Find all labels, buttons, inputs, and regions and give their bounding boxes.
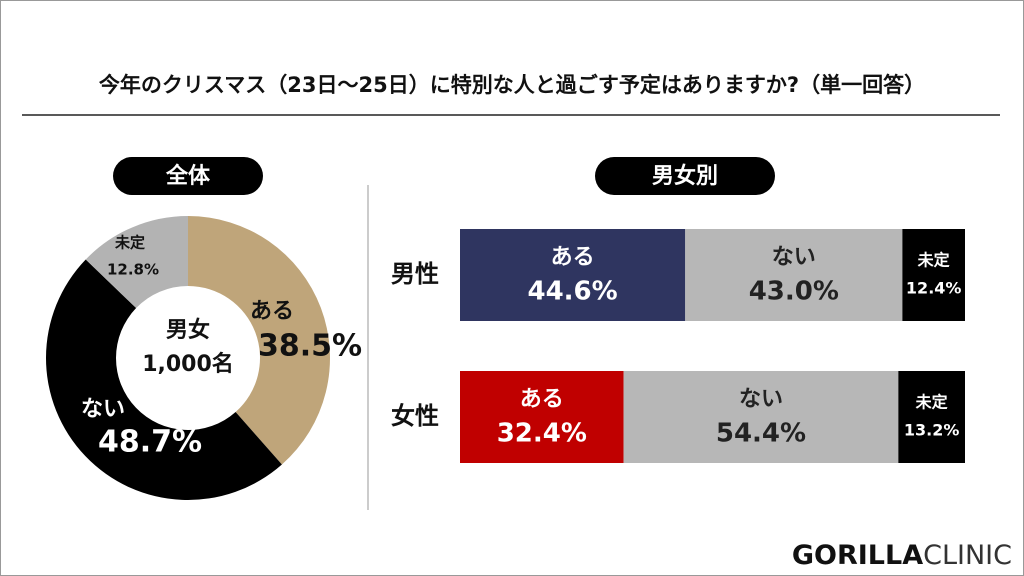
donut-slice [45, 259, 282, 501]
bar-segment [898, 371, 965, 463]
bar-segment [685, 229, 903, 321]
segment-name: ある [551, 245, 595, 270]
segment-value: 44.6% [528, 277, 618, 307]
chart-title: 男女別 [652, 163, 718, 189]
slice-label: ない [81, 397, 125, 422]
segment-name: ない [739, 387, 783, 412]
segment-value: 43.0% [749, 277, 839, 307]
segment-value: 12.4% [906, 279, 962, 298]
bar-segment [460, 371, 624, 463]
bar-segment [623, 371, 899, 463]
logo: GORILLACLINIC [792, 540, 1012, 571]
logo-light: CLINIC [923, 540, 1012, 571]
slice-label: ある [250, 299, 294, 324]
donut-slice [188, 216, 330, 465]
bar-segment [902, 229, 965, 321]
segment-value: 13.2% [904, 421, 960, 440]
segment-name: ない [772, 245, 816, 270]
center-label: 男女 [166, 317, 210, 343]
slice-value: 12.8% [107, 261, 159, 279]
row-label: 男性 [391, 260, 439, 288]
row-label: 女性 [391, 402, 439, 430]
slice-value: 38.5% [258, 329, 362, 364]
slice-value: 48.7% [98, 425, 202, 460]
segment-value: 32.4% [497, 419, 587, 449]
bar-segment [460, 229, 686, 321]
chart-title: 全体 [165, 163, 211, 189]
donut-slice [85, 216, 188, 309]
center-label: 1,000名 [142, 351, 234, 377]
segment-name: 未定 [917, 251, 950, 270]
pill [113, 157, 263, 195]
segment-value: 54.4% [716, 419, 806, 449]
segment-name: 未定 [915, 393, 948, 412]
pill [595, 157, 775, 195]
logo-bold: GORILLA [792, 540, 923, 571]
slice-label: 未定 [114, 234, 145, 252]
title: 今年のクリスマス（23日〜25日）に特別な人と過ごす予定はありますか?（単一回答… [99, 73, 925, 97]
segment-name: ある [520, 387, 564, 412]
